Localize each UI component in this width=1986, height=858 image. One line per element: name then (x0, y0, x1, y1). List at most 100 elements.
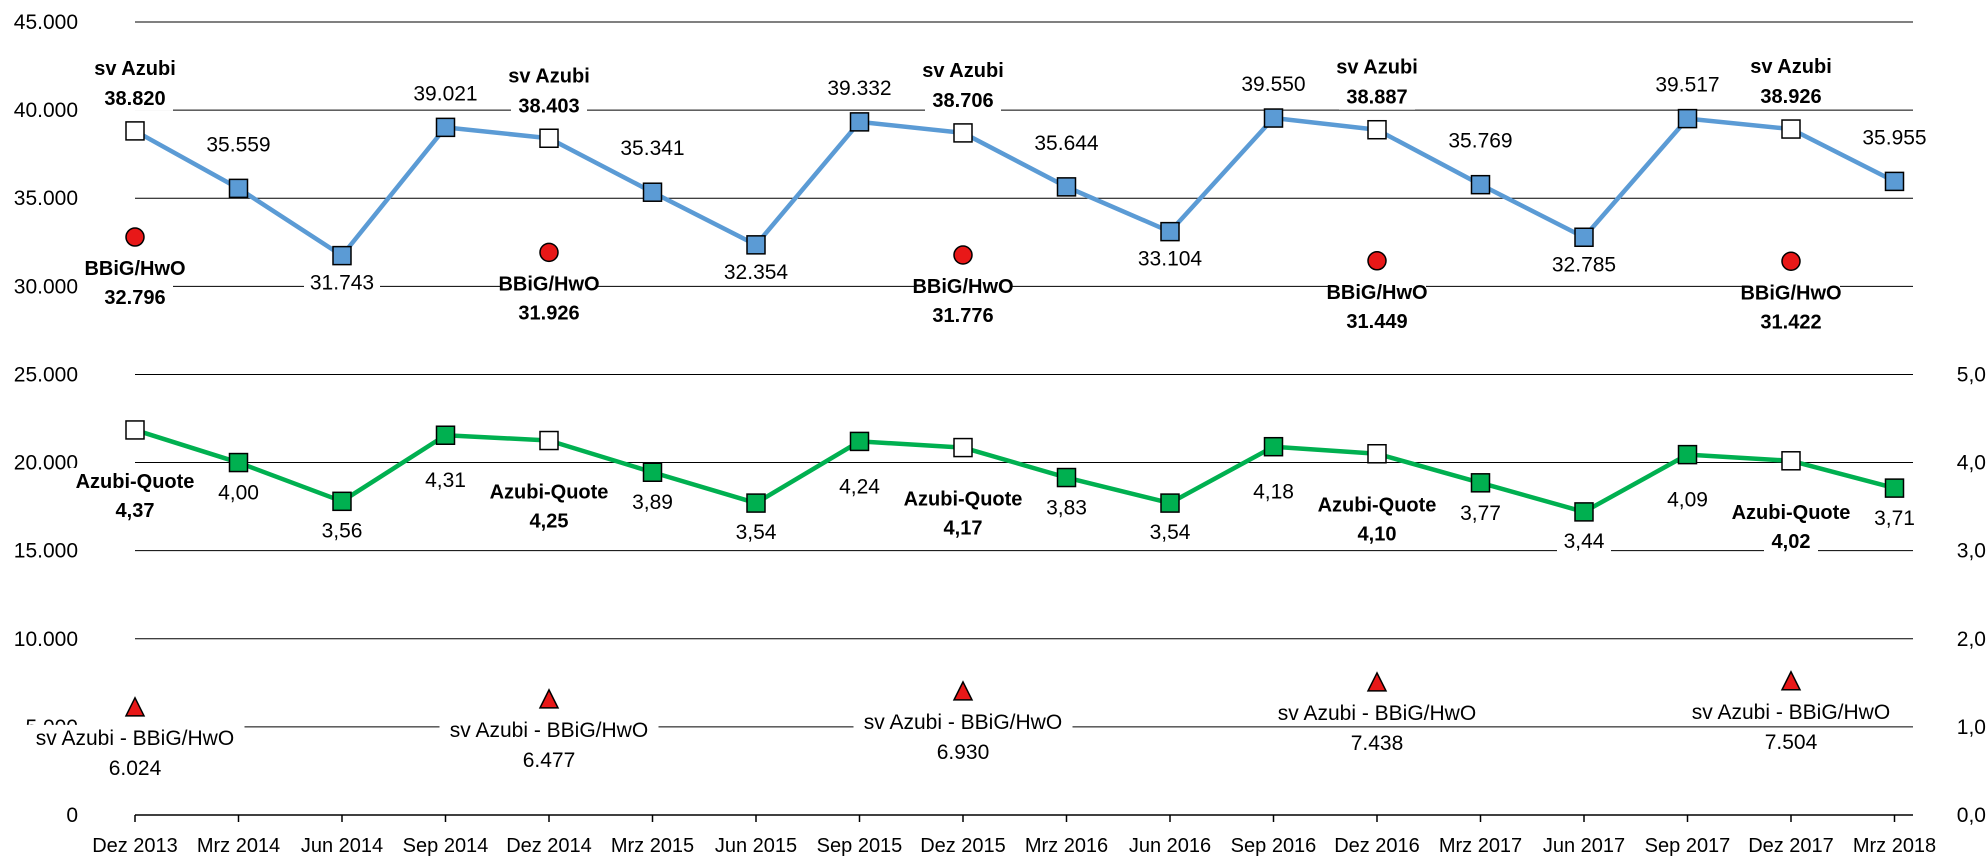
azubi-quote-annotation-title-bg (483, 478, 615, 505)
x-axis: Dez 2013 Mrz 2014 Jun 2014 Sep 2014 Dez 2014… (92, 814, 1936, 857)
x-axis-tick-label: Sep 2015 (817, 835, 903, 857)
difference-marker (952, 680, 974, 701)
data-label: 4,18 (1253, 481, 1294, 504)
azubi-quote-annotation-title-bg (897, 485, 1029, 512)
bbig-annotation-value: 31.449 (1346, 311, 1407, 333)
data-point (1781, 119, 1801, 139)
data-point (125, 121, 145, 141)
data-point (849, 431, 870, 452)
left-axis-tick-label: 45.000 (14, 11, 78, 34)
data-point (1160, 221, 1180, 242)
bbig-annotation-title-bg (500, 270, 598, 297)
difference-annotation-value: 6.930 (937, 741, 990, 764)
data-point (539, 128, 559, 149)
x-axis-tick-label: Dez 2014 (506, 835, 592, 857)
sv-azubi-annotation-value: 38.706 (932, 90, 993, 112)
data-label: 32.354 (724, 261, 789, 284)
azubi-quote-annotation-value-bg (1764, 527, 1818, 554)
data-label: 4,09 (1667, 489, 1708, 512)
data-label: 3,83 (1046, 497, 1087, 520)
bbig-annotation-value: 32.796 (104, 287, 165, 309)
left-axis-tick-label: 30.000 (14, 275, 78, 298)
azubi-quote-annotation-title: Azubi-Quote (76, 471, 195, 493)
data-label: 39.517 (1655, 74, 1719, 97)
difference-annotation-value: 7.438 (1351, 732, 1404, 755)
data-point (642, 182, 663, 202)
x-axis-tick-label: Dez 2017 (1748, 835, 1834, 857)
data-label: 35.644 (1034, 132, 1099, 155)
data-point (1884, 478, 1905, 498)
azubi-quote-annotation-value: 4,37 (116, 500, 155, 522)
sv-azubi-annotation-title: sv Azubi (508, 65, 590, 87)
left-axis-tick-label: 25.000 (14, 363, 78, 386)
data-label-bg (1557, 527, 1611, 554)
difference-annotation-title: sv Azubi - BBiG/HwO (36, 727, 234, 750)
sv-azubi-annotation-value: 38.403 (518, 95, 579, 117)
azubi-quote-annotation-title-bg (1311, 491, 1443, 518)
data-point (1367, 443, 1387, 464)
data-label: 3,56 (322, 519, 363, 542)
right-axis-tick-label: 3,0 (1957, 540, 1986, 563)
data-label: 39.021 (413, 82, 477, 105)
data-label: 31.743 (310, 272, 374, 295)
difference-marker (1366, 671, 1388, 692)
difference-annotation-title-bg (1267, 699, 1487, 726)
sv-azubi-annotation-value-bg (1339, 83, 1415, 110)
bbig-annotation-title: BBiG/HwO (498, 273, 599, 295)
data-label-bg (821, 74, 898, 101)
bbig-annotation-value-bg (925, 302, 1001, 329)
data-point (746, 493, 766, 513)
sv-azubi-annotation-value: 38.926 (1760, 86, 1821, 108)
data-point (1574, 502, 1594, 522)
azubi-quote-annotation-title-bg (69, 467, 201, 494)
bbig-marker (1367, 251, 1387, 271)
data-label-bg (1649, 71, 1726, 98)
data-label: 39.332 (827, 77, 891, 100)
data-point (228, 452, 249, 473)
difference-annotation-title-bg (439, 716, 659, 743)
left-axis-ticks: 05.00010.00015.00020.00025.00030.00035.0… (14, 11, 78, 827)
data-point (953, 437, 973, 458)
difference-annotation-title-bg (1681, 698, 1901, 725)
difference-annotation-title: sv Azubi - BBiG/HwO (864, 711, 1062, 734)
data-label-bg (1235, 71, 1312, 98)
series-line-azubi-quote (134, 427, 1896, 515)
bbig-annotation-value: 31.926 (518, 302, 579, 324)
bbig-annotation-title-bg (914, 273, 1012, 300)
data-point (1263, 108, 1284, 128)
series-lines (133, 115, 1896, 515)
azubi-quote-annotation-value-bg (108, 496, 162, 523)
difference-annotation-value-bg (930, 738, 996, 765)
difference-marker (1780, 670, 1802, 691)
data-label: 3,54 (736, 521, 777, 544)
data-point (1367, 119, 1387, 140)
data-label-bg (718, 258, 794, 285)
data-label-bg (614, 135, 691, 162)
x-axis-tick-label: Jun 2014 (301, 835, 383, 857)
data-point (1263, 436, 1284, 457)
data-labels: 35.559 31.743 39.021 35.341 32.354 39.332 35.6… (200, 71, 1933, 554)
sv-azubi-annotation-value-bg (925, 86, 1001, 113)
data-label-bg (407, 80, 484, 107)
bbig-annotation-title: BBiG/HwO (1740, 282, 1841, 304)
sv-azubi-annotation-value: 38.820 (104, 88, 165, 110)
gridlines (135, 21, 1913, 728)
data-point (228, 178, 249, 199)
bbig-annotation-title: BBiG/HwO (912, 276, 1013, 298)
azubi-quote-annotation-value: 4,25 (530, 511, 569, 533)
sv-azubi-annotation-title-bg (1328, 53, 1426, 80)
bbig-marker (539, 242, 559, 263)
difference-annotation-value: 6.024 (109, 757, 162, 780)
sv-azubi-annotation-title-bg (86, 54, 184, 81)
data-label: 35.341 (620, 137, 684, 160)
bbig-annotation-value-bg (511, 299, 587, 326)
data-point (435, 425, 456, 445)
series-line-sv-azubi (133, 115, 1896, 258)
azubi-quote-annotation-value-bg (936, 514, 990, 541)
left-axis-tick-label: 40.000 (14, 99, 78, 122)
data-point (1677, 108, 1698, 129)
difference-annotation-value-bg (516, 746, 582, 773)
bbig-marker (953, 245, 973, 265)
data-label-bg (1132, 245, 1208, 272)
left-axis-tick-label: 10.000 (14, 628, 78, 651)
